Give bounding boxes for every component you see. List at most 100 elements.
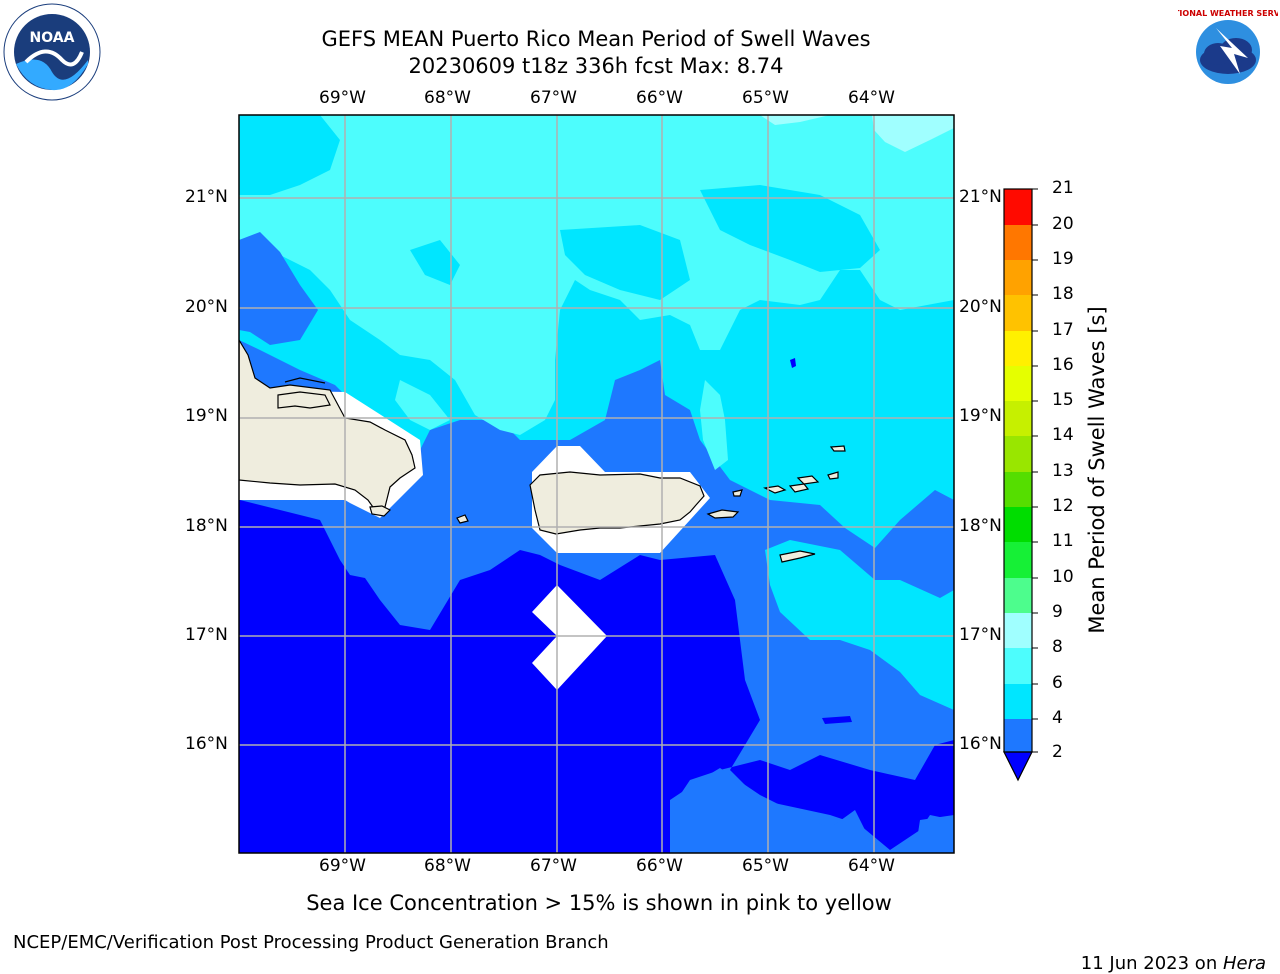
lon-label-bottom-68w: 68°W — [424, 856, 471, 876]
mid-blue-left-edge — [239, 232, 318, 345]
culebra-island — [732, 489, 743, 497]
lon-label-bottom-67w: 67°W — [530, 856, 577, 876]
cb-tick-label: 21 — [1052, 178, 1074, 198]
vieques-island — [706, 509, 740, 519]
tortola-island — [796, 475, 820, 485]
lat-label-right-21n: 21°N — [959, 187, 1002, 207]
generation-date: 11 Jun 2023 on Hera — [1069, 932, 1266, 974]
nws-logo: NATIONAL WEATHER SERVICE — [1162, 2, 1280, 102]
lon-label-bottom-65w: 65°W — [742, 856, 789, 876]
cb-tick-label: 15 — [1052, 390, 1074, 410]
land-mask-south — [532, 585, 607, 690]
lat-label-right-19n: 19°N — [959, 406, 1002, 426]
cb-tick-label: 16 — [1052, 355, 1074, 375]
noaa-logo: NOAA — [2, 2, 102, 102]
cb-border — [1003, 188, 1033, 753]
lat-label-right-16n: 16°N — [959, 734, 1002, 754]
cb-tick-label: 14 — [1052, 425, 1074, 445]
cb-bin-19-20 — [1004, 225, 1032, 260]
mona-island — [456, 514, 469, 524]
lon-label-top-65w: 65°W — [742, 88, 789, 108]
cb-bin-12-13 — [1004, 472, 1032, 507]
lat-label-left-20n: 20°N — [185, 297, 228, 317]
cb-bin-14-15 — [1004, 401, 1032, 436]
cb-bin-16-17 — [1004, 331, 1032, 366]
mid-blue-patch-se — [915, 815, 954, 853]
cb-tick-label: 12 — [1052, 496, 1074, 516]
hispaniola-bay — [277, 391, 331, 409]
st-john-island — [788, 483, 810, 493]
machine-name: Hera — [1222, 953, 1266, 974]
title-line-2: 20230609 t18z 336h fcst Max: 8.74 — [408, 54, 784, 78]
nws-logo-text: NATIONAL WEATHER SERVICE — [1178, 9, 1278, 18]
cb-tick-label: 11 — [1052, 531, 1074, 551]
noaa-logo-text: NOAA — [30, 30, 75, 46]
lon-label-top-69w: 69°W — [319, 88, 366, 108]
graticule — [239, 115, 954, 853]
lat-label-left-16n: 16°N — [185, 734, 228, 754]
map-border — [238, 114, 955, 854]
lon-label-bottom-66w: 66°W — [636, 856, 683, 876]
lat-label-right-17n: 17°N — [959, 625, 1002, 645]
cb-bin-15-16 — [1004, 366, 1032, 401]
puerto-rico-land — [529, 471, 705, 535]
lon-label-top-64w: 64°W — [848, 88, 895, 108]
st-thomas-island — [763, 485, 787, 494]
lat-label-left-18n: 18°N — [185, 516, 228, 536]
cb-bin-17-18 — [1004, 295, 1032, 331]
lat-label-left-19n: 19°N — [185, 406, 228, 426]
cb-bin-10-11 — [1004, 542, 1032, 578]
deep-blue-spot-small — [822, 716, 852, 724]
mid-blue-patch-sw — [670, 768, 870, 853]
cb-bin-20-21 — [1004, 189, 1032, 225]
cb-tick-label: 18 — [1052, 284, 1074, 304]
cb-bin-18-19 — [1004, 260, 1032, 295]
lat-label-right-18n: 18°N — [959, 516, 1002, 536]
hispaniola-land — [239, 338, 416, 511]
cyan-patch-mid — [410, 240, 460, 285]
cyan-patch-north — [239, 115, 340, 195]
cb-tick-label: 2 — [1052, 742, 1063, 762]
lat-label-left-17n: 17°N — [185, 625, 228, 645]
cb-bin-4-6 — [1004, 684, 1032, 719]
cb-bin-9-10 — [1004, 578, 1032, 613]
cb-tick-label: 9 — [1052, 602, 1063, 622]
colorbar — [1003, 188, 1038, 782]
st-croix-island — [779, 550, 816, 563]
saona-island — [369, 505, 392, 517]
virgin-gorda-island — [827, 471, 839, 480]
cb-extend-arrow — [1003, 751, 1033, 782]
cb-bin-2-4 — [1004, 719, 1032, 752]
cyan-patch-north-east — [700, 185, 880, 272]
deep-blue-spot-tiny — [790, 358, 796, 368]
cb-tick-label: 13 — [1052, 461, 1074, 481]
cb-bin-13-14 — [1004, 436, 1032, 472]
lon-label-bottom-64w: 64°W — [848, 856, 895, 876]
sea-ice-note: Sea Ice Concentration > 15% is shown in … — [306, 891, 892, 915]
cb-bin-11-12 — [1004, 507, 1032, 542]
cb-tick-label: 17 — [1052, 320, 1074, 340]
cb-tick-label: 6 — [1052, 673, 1063, 693]
lon-label-bottom-69w: 69°W — [319, 856, 366, 876]
hispaniola-north-coast — [284, 377, 326, 384]
lon-label-top-67w: 67°W — [530, 88, 577, 108]
anegada-island — [829, 445, 846, 452]
lat-label-left-21n: 21°N — [185, 187, 228, 207]
branch-credit: NCEP/EMC/Verification Post Processing Pr… — [13, 932, 609, 953]
lat-label-right-20n: 20°N — [959, 297, 1002, 317]
lon-label-top-68w: 68°W — [424, 88, 471, 108]
pale-cyan-patch — [872, 115, 954, 152]
cb-bin-6-8 — [1004, 648, 1032, 684]
cb-bin-8-9 — [1004, 613, 1032, 648]
cb-tick-label: 8 — [1052, 637, 1063, 657]
cyan-patch-north-center — [560, 225, 690, 300]
lon-label-top-66w: 66°W — [636, 88, 683, 108]
date-text: 11 Jun 2023 on — [1080, 953, 1223, 974]
cb-tick-label: 10 — [1052, 567, 1074, 587]
colorbar-label: Mean Period of Swell Waves [s] — [1085, 306, 1109, 634]
cb-tick-label: 20 — [1052, 214, 1074, 234]
light-cyan-patch-east — [700, 380, 728, 470]
cyan-region-lower — [765, 500, 954, 710]
cb-tick-label: 19 — [1052, 249, 1074, 269]
